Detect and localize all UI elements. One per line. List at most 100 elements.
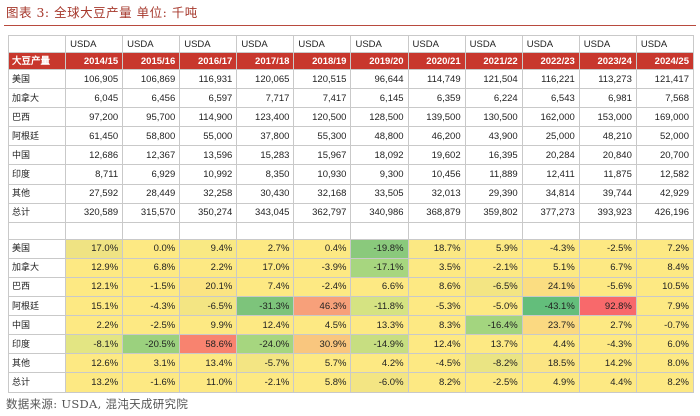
growth-cell: 6.8%	[122, 257, 181, 278]
growth-row: 巴西 12.1% -1.5% 20.1% 7.4% -2.4% 6.6% 8.6% -6.5% 2…	[7, 276, 695, 298]
production-cell: 25,000	[521, 126, 580, 147]
production-row: 加拿大 6,045 6,456 6,597 7,717 7,417 6,145 6,359 6,…	[7, 88, 695, 109]
production-cell: 343,045	[236, 202, 295, 223]
production-cell: 128,500	[350, 107, 409, 128]
growth-cell: -3.9%	[293, 257, 352, 278]
production-cell: 6,929	[122, 164, 181, 185]
production-cell: 350,274	[179, 202, 238, 223]
production-cell: 42,929	[635, 183, 695, 204]
gap-cell	[635, 221, 695, 240]
growth-cell: 17.0%	[65, 238, 124, 259]
growth-cell: 4.4%	[521, 334, 580, 355]
production-cell: 7,417	[293, 88, 352, 109]
growth-cell: 7.9%	[635, 296, 695, 317]
production-cell: 114,900	[179, 107, 238, 128]
production-row: 其他 27,592 28,449 32,258 30,430 32,168 33,505 32…	[7, 183, 695, 204]
gap-cell	[236, 221, 295, 240]
production-cell: 30,430	[236, 183, 295, 204]
production-row: 阿根廷 61,450 58,800 55,000 37,800 55,300 48,800 4…	[7, 126, 695, 147]
growth-cell: 2.2%	[179, 257, 238, 278]
growth-cell: 4.2%	[350, 353, 409, 374]
growth-cell: 5.1%	[521, 257, 580, 278]
production-row-label: 中国	[7, 145, 67, 166]
production-cell: 121,417	[635, 68, 695, 90]
growth-cell: 13.3%	[350, 315, 409, 336]
growth-cell: 18.5%	[521, 353, 580, 374]
section-gap-row	[7, 221, 695, 240]
production-cell: 29,390	[464, 183, 523, 204]
production-cell: 12,367	[122, 145, 181, 166]
production-cell: 153,000	[578, 107, 637, 128]
production-cell: 120,065	[236, 68, 295, 90]
growth-cell: -2.5%	[578, 238, 637, 259]
growth-cell: 9.4%	[179, 238, 238, 259]
production-cell: 320,589	[65, 202, 124, 223]
growth-cell: 3.1%	[122, 353, 181, 374]
growth-cell: 12.4%	[407, 334, 466, 355]
header-source-cell: USDA	[236, 35, 295, 53]
growth-cell: 5.9%	[464, 238, 523, 259]
header-source-cell: USDA	[122, 35, 181, 53]
production-cell: 20,284	[521, 145, 580, 166]
growth-row: 总计 13.2% -1.6% 11.0% -2.1% 5.8% -6.0% 8.2% -2.5%…	[7, 372, 695, 393]
growth-cell: -17.1%	[350, 257, 409, 278]
production-row-label: 巴西	[7, 107, 67, 128]
growth-row-label: 中国	[7, 315, 67, 336]
growth-cell: -43.1%	[521, 296, 580, 317]
growth-cell: 5.8%	[293, 372, 352, 393]
header-source-cell: USDA	[464, 35, 523, 53]
production-cell: 113,273	[578, 68, 637, 90]
production-cell: 39,744	[578, 183, 637, 204]
production-cell: 6,045	[65, 88, 124, 109]
header-year-cell: 2017/18	[236, 52, 295, 70]
growth-cell: 4.4%	[578, 372, 637, 393]
production-cell: 123,400	[236, 107, 295, 128]
growth-cell: -20.5%	[122, 334, 181, 355]
growth-cell: 8.0%	[635, 353, 695, 374]
production-cell: 6,359	[407, 88, 466, 109]
production-cell: 10,992	[179, 164, 238, 185]
growth-cell: -5.7%	[236, 353, 295, 374]
growth-cell: 8.4%	[635, 257, 695, 278]
gap-cell	[464, 221, 523, 240]
header-source-cell: USDA	[293, 35, 352, 53]
growth-cell: 9.9%	[179, 315, 238, 336]
growth-cell: -19.8%	[350, 238, 409, 259]
growth-cell: -5.0%	[464, 296, 523, 317]
production-cell: 58,800	[122, 126, 181, 147]
gap-cell	[293, 221, 352, 240]
growth-cell: -8.1%	[65, 334, 124, 355]
header-year-cell: 2018/19	[293, 52, 352, 70]
growth-cell: 23.7%	[521, 315, 580, 336]
production-cell: 6,224	[464, 88, 523, 109]
growth-cell: 13.4%	[179, 353, 238, 374]
production-cell: 37,800	[236, 126, 295, 147]
growth-cell: 15.1%	[65, 296, 124, 317]
growth-cell: 7.2%	[635, 238, 695, 259]
growth-cell: 92.8%	[578, 296, 637, 317]
production-cell: 121,504	[464, 68, 523, 90]
growth-cell: 6.7%	[578, 257, 637, 278]
production-cell: 20,700	[635, 145, 695, 166]
growth-cell: 12.9%	[65, 257, 124, 278]
growth-cell: 2.7%	[236, 238, 295, 259]
production-cell: 12,582	[635, 164, 695, 185]
production-cell: 32,258	[179, 183, 238, 204]
header-source-cell: USDA	[635, 35, 695, 53]
header-source-row: USDA USDA USDA USDA USDA USDA USDA USDA USDA USDA…	[7, 35, 695, 53]
growth-row: 其他 12.6% 3.1% 13.4% -5.7% 5.7% 4.2% -4.5% -8.2% 1…	[7, 353, 695, 374]
growth-row-label: 印度	[7, 334, 67, 355]
growth-cell: -0.7%	[635, 315, 695, 336]
production-cell: 106,869	[122, 68, 181, 90]
growth-cell: 4.5%	[293, 315, 352, 336]
production-cell: 120,500	[293, 107, 352, 128]
production-cell: 55,300	[293, 126, 352, 147]
production-cell: 8,350	[236, 164, 295, 185]
production-cell: 368,879	[407, 202, 466, 223]
growth-cell: 17.0%	[236, 257, 295, 278]
production-cell: 43,900	[464, 126, 523, 147]
production-row-label: 其他	[7, 183, 67, 204]
growth-cell: 0.4%	[293, 238, 352, 259]
production-cell: 169,000	[635, 107, 695, 128]
production-cell: 359,802	[464, 202, 523, 223]
